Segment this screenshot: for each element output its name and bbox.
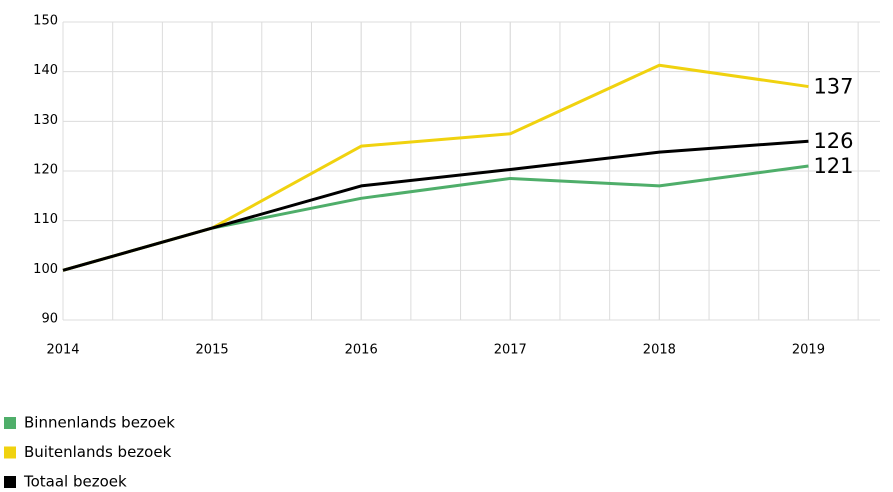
- y-tick-label: 150: [33, 14, 58, 29]
- y-tick-label: 100: [33, 262, 58, 277]
- series-line: [62, 139, 809, 272]
- x-tick-label: 2014: [46, 343, 79, 358]
- y-tick-label: 110: [33, 212, 58, 227]
- end-value-label: 126: [813, 129, 853, 153]
- x-tick-label: 2019: [792, 343, 825, 358]
- y-tick-label: 120: [33, 163, 58, 178]
- legend-swatch: [4, 417, 16, 429]
- legend-label: Binnenlands bezoek: [24, 414, 175, 432]
- x-tick-label: 2017: [494, 343, 527, 358]
- y-tick-label: 90: [41, 312, 58, 327]
- x-tick-label: 2016: [345, 343, 378, 358]
- legend-label: Totaal bezoek: [23, 473, 127, 491]
- end-value-label: 121: [813, 154, 853, 178]
- y-tick-label: 140: [33, 63, 58, 78]
- end-value-label: 137: [813, 75, 853, 99]
- y-tick-label: 130: [33, 113, 58, 128]
- x-tick-label: 2018: [643, 343, 676, 358]
- legend-swatch: [4, 476, 16, 488]
- legend-label: Buitenlands bezoek: [24, 443, 172, 461]
- legend-swatch: [4, 446, 16, 459]
- series-line: [62, 164, 809, 272]
- x-tick-label: 2015: [196, 343, 229, 358]
